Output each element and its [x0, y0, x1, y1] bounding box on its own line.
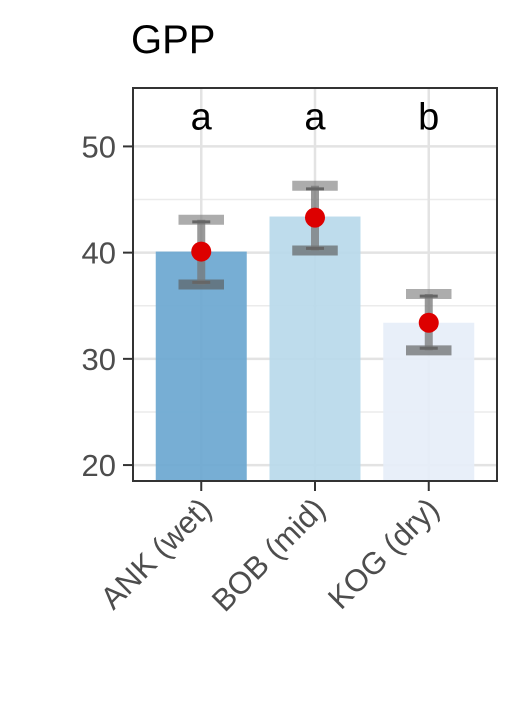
y-tick-label: 20: [82, 448, 116, 483]
y-tick-label: 30: [82, 342, 116, 377]
bar-1: [155, 251, 247, 481]
chart-title: GPP: [131, 18, 216, 62]
y-tick-label: 50: [82, 129, 116, 164]
group-letter-2: a: [304, 96, 326, 138]
bar-2: [269, 216, 361, 482]
y-tick-label: 40: [82, 236, 116, 271]
mean-points: [191, 207, 439, 333]
mean-point-2: [305, 207, 325, 228]
x-tick-label: ANK (wet): [94, 491, 219, 616]
x-tick-label: KOG (dry): [321, 491, 446, 616]
group-letter-1: a: [191, 96, 213, 138]
x-tick-label: BOB (mid): [205, 491, 332, 618]
mean-point-3: [418, 312, 439, 333]
mean-point-1: [191, 241, 212, 262]
group-letter-3: b: [418, 96, 439, 138]
